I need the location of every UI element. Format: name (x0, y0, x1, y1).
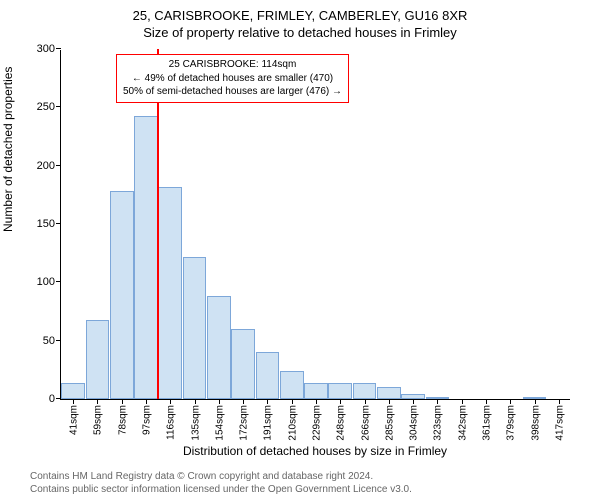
y-tick-mark (56, 340, 61, 341)
x-tick-mark (146, 399, 147, 404)
histogram-bar (377, 387, 401, 399)
x-tick-mark (365, 399, 366, 404)
chart-subtitle: Size of property relative to detached ho… (0, 23, 600, 40)
x-tick-label: 135sqm (188, 405, 201, 441)
chart-container: 25, CARISBROOKE, FRIMLEY, CAMBERLEY, GU1… (0, 0, 600, 500)
histogram-bar (523, 397, 547, 399)
histogram-bar (231, 329, 255, 399)
x-tick-label: 41sqm (67, 405, 80, 435)
x-tick-mark (292, 399, 293, 404)
x-tick-label: 361sqm (480, 405, 493, 441)
histogram-bar (183, 257, 207, 399)
chart-title: 25, CARISBROOKE, FRIMLEY, CAMBERLEY, GU1… (0, 0, 600, 23)
y-tick-label: 250 (37, 101, 61, 113)
x-tick-label: 417sqm (552, 405, 565, 441)
x-tick-mark (437, 399, 438, 404)
annotation-box: 25 CARISBROOKE: 114sqm← 49% of detached … (116, 54, 349, 103)
histogram-bar (256, 352, 280, 399)
histogram-bar (158, 187, 182, 399)
credits-line1: Contains HM Land Registry data © Crown c… (30, 470, 412, 483)
y-tick-mark (56, 223, 61, 224)
histogram-bar (61, 383, 85, 399)
x-tick-label: 172sqm (237, 405, 250, 441)
histogram-bar (134, 116, 158, 400)
annotation-line1: 25 CARISBROOKE: 114sqm (123, 58, 342, 72)
x-tick-label: 116sqm (164, 405, 177, 440)
x-tick-mark (267, 399, 268, 404)
x-tick-mark (535, 399, 536, 404)
y-tick-label: 100 (37, 276, 61, 288)
x-tick-mark (413, 399, 414, 404)
histogram-bar (328, 383, 352, 399)
x-tick-mark (340, 399, 341, 404)
x-tick-label: 154sqm (212, 405, 225, 441)
x-tick-label: 210sqm (285, 405, 298, 441)
x-tick-label: 266sqm (358, 405, 371, 441)
x-tick-mark (462, 399, 463, 404)
x-tick-label: 285sqm (382, 405, 395, 441)
y-tick-label: 300 (37, 43, 61, 55)
histogram-bar (304, 383, 328, 399)
y-tick-label: 150 (37, 218, 61, 230)
plot-area: 05010015020025030041sqm59sqm78sqm97sqm11… (60, 50, 570, 400)
histogram-bar (353, 383, 377, 399)
x-tick-mark (486, 399, 487, 404)
histogram-bar (401, 394, 425, 399)
y-tick-label: 200 (37, 160, 61, 172)
y-tick-mark (56, 48, 61, 49)
histogram-bar (280, 371, 304, 399)
y-tick-mark (56, 106, 61, 107)
x-tick-label: 78sqm (115, 405, 128, 435)
x-tick-label: 229sqm (310, 405, 323, 441)
x-tick-label: 323sqm (431, 405, 444, 441)
x-tick-label: 191sqm (261, 405, 274, 441)
x-tick-mark (195, 399, 196, 404)
x-tick-mark (122, 399, 123, 404)
histogram-bar (426, 397, 450, 399)
credits: Contains HM Land Registry data © Crown c… (30, 470, 412, 496)
credits-line2: Contains public sector information licen… (30, 483, 412, 496)
x-tick-label: 342sqm (455, 405, 468, 441)
x-tick-mark (510, 399, 511, 404)
x-tick-mark (97, 399, 98, 404)
x-tick-mark (73, 399, 74, 404)
x-tick-label: 304sqm (407, 405, 420, 441)
histogram-bar (110, 191, 134, 399)
annotation-line2: ← 49% of detached houses are smaller (47… (123, 72, 342, 86)
annotation-line3: 50% of semi-detached houses are larger (… (123, 85, 342, 99)
y-tick-mark (56, 281, 61, 282)
x-axis-label: Distribution of detached houses by size … (60, 444, 570, 458)
y-tick-label: 0 (49, 393, 61, 405)
y-tick-mark (56, 165, 61, 166)
x-tick-label: 379sqm (504, 405, 517, 441)
x-tick-mark (559, 399, 560, 404)
x-tick-mark (389, 399, 390, 404)
histogram-bar (207, 296, 231, 399)
x-tick-label: 97sqm (140, 405, 153, 435)
y-tick-label: 50 (43, 335, 61, 347)
x-tick-mark (170, 399, 171, 404)
y-axis-label: Number of detached properties (1, 67, 15, 232)
x-tick-mark (243, 399, 244, 404)
x-tick-label: 59sqm (91, 405, 104, 435)
histogram-bar (86, 320, 110, 399)
x-tick-mark (316, 399, 317, 404)
x-tick-mark (219, 399, 220, 404)
x-tick-label: 248sqm (334, 405, 347, 441)
x-tick-label: 398sqm (528, 405, 541, 441)
